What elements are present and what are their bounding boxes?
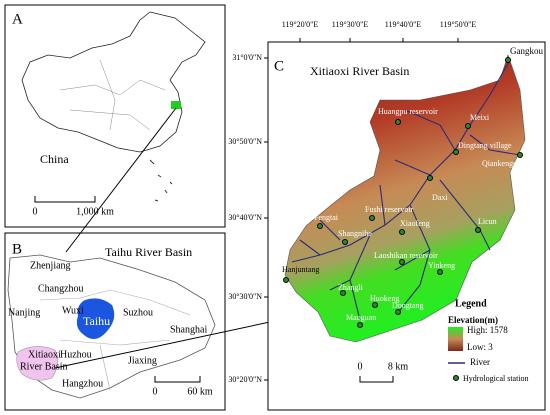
province-borders <box>59 59 166 131</box>
station-label: Dongtang <box>392 301 424 310</box>
panel-label: B <box>12 241 22 257</box>
place-label: Taihu <box>83 314 110 328</box>
legend-low: Low: 3 <box>467 342 493 352</box>
place-label: Shanghai <box>170 324 207 335</box>
longitude-label: 119°50'0"E <box>440 20 477 29</box>
station-label: Huangpu reservoir <box>378 107 438 116</box>
scale-start: 0 <box>33 206 38 217</box>
station-label: Hanjuntang <box>282 265 319 274</box>
latitude-label: 30°20'0"N <box>228 375 262 384</box>
longitude-label: 119°30'0"E <box>332 20 369 29</box>
scale-end: 1,000 km <box>76 206 114 217</box>
longitude-label: 119°40'0"E <box>385 20 422 29</box>
scale-bar <box>359 376 394 383</box>
panel-label: C <box>274 58 284 74</box>
place-label: Zhenjiang <box>30 260 71 271</box>
rivers <box>291 59 521 321</box>
legend-river: River <box>470 357 490 367</box>
station-label: Shangnihe <box>338 229 372 238</box>
islands <box>149 159 173 202</box>
scale-bar <box>154 376 201 383</box>
station-label: Xiaofeng <box>400 219 430 228</box>
latitude-label: 30°30'0"N <box>228 292 262 301</box>
latitude-label: 30°50'0"N <box>228 137 262 146</box>
stations <box>283 57 523 328</box>
place-label: Xitiaoxi <box>28 349 61 360</box>
station-label: Huokeng <box>370 294 399 303</box>
station-label: Maoguan <box>346 313 376 322</box>
scale-bar <box>34 196 96 203</box>
station-label: Qiankengqiao <box>482 159 527 168</box>
longitude-label: 119°20'0"E <box>282 20 319 29</box>
china-outline <box>21 11 206 153</box>
legend-heading: Elevation(m) <box>448 315 498 325</box>
legend-title: Legend <box>455 298 487 309</box>
station-label: Daxi <box>432 193 448 202</box>
station-label: Meixi <box>470 113 490 122</box>
scale-start: 0 <box>358 361 363 372</box>
place-label: Nanjing <box>8 307 40 318</box>
panel-title: Xitiaoxi River Basin <box>310 64 409 78</box>
panel-label: A <box>12 11 23 27</box>
place-label: Jiaxing <box>128 355 157 366</box>
panel-title: Taihu River Basin <box>105 245 192 259</box>
connector <box>54 315 299 369</box>
station-label: Fushi reservoir <box>365 205 414 214</box>
country-label: China <box>40 152 69 166</box>
latitude-label: 30°40'0"N <box>228 213 262 222</box>
place-label: Changzhou <box>38 283 84 294</box>
place-label: Huzhou <box>60 349 92 360</box>
connector <box>65 107 177 253</box>
taihu-lake <box>76 298 115 339</box>
legend-ramp <box>448 327 463 351</box>
basin-elevation <box>284 54 526 343</box>
station-label: Fengtai <box>314 213 339 222</box>
station-label: Yinkeng <box>428 261 455 270</box>
place-label: Wuxi <box>62 305 84 316</box>
scale-start: 0 <box>153 386 158 397</box>
legend-high: High: 1578 <box>467 325 508 335</box>
basin-outline <box>7 254 216 399</box>
station-label: Licun <box>478 217 497 226</box>
scale-end: 8 km <box>388 361 409 372</box>
xitiaoxi-area <box>16 346 59 381</box>
station-label: Gangkou <box>510 46 543 56</box>
graticule-ticks <box>264 38 459 381</box>
place-label: Hangzhou <box>62 378 103 389</box>
station-label: Zhangli <box>338 283 364 292</box>
taihu-location <box>171 101 181 109</box>
scale-end: 60 km <box>187 386 213 397</box>
panel-c: 119°20'0"E 119°30'0"E 119°40'0"E 119°50'… <box>228 20 546 411</box>
legend-station-swatch <box>453 375 459 381</box>
legend-station: Hydrological station <box>463 374 529 383</box>
panel-b: B Taihu River Basin Zhenjiang Changzhou … <box>4 232 226 411</box>
panel-a: A China 0 1,000 km <box>4 4 226 228</box>
latitude-label: 31°0'0"N <box>232 53 262 62</box>
station-label: Dingtang village <box>458 141 512 150</box>
city-borders <box>39 289 191 391</box>
station-label: Laoshikan reservoir <box>374 251 438 260</box>
place-label: Suzhou <box>123 307 153 318</box>
place-label: River Basin <box>20 361 68 372</box>
